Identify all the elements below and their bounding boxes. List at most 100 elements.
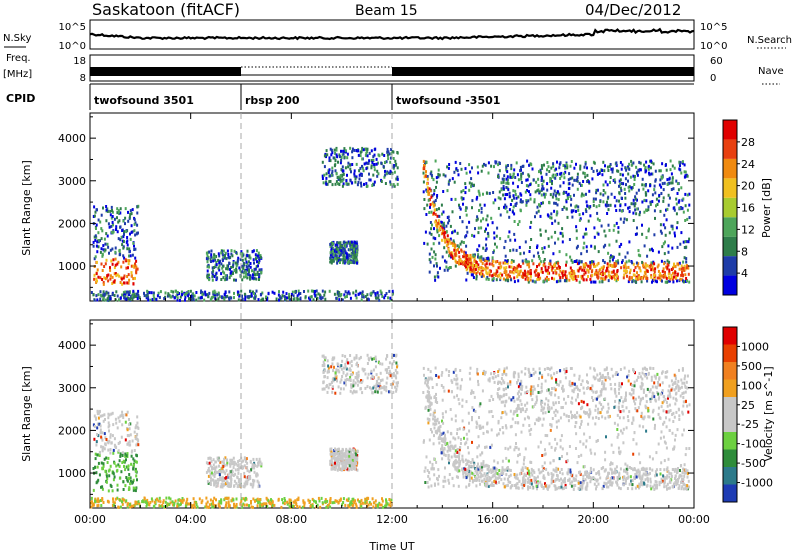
- velocity-cell: [441, 398, 444, 402]
- velocity-cell: [340, 364, 343, 368]
- power-cell: [118, 274, 121, 278]
- power-cell: [455, 167, 458, 171]
- power-cell: [520, 174, 523, 178]
- velocity-cell: [331, 362, 334, 366]
- power-cell: [504, 206, 507, 210]
- velocity-cell: [226, 480, 229, 484]
- velocity-cell: [578, 425, 581, 429]
- velocity-cell: [354, 467, 357, 471]
- power-cell: [676, 273, 679, 276]
- power-cell: [515, 248, 518, 252]
- power-cell: [628, 259, 631, 263]
- power-cell: [329, 253, 332, 257]
- power-cell: [353, 247, 355, 251]
- power-cell: [570, 258, 573, 262]
- power-cell: [386, 150, 389, 154]
- velocity-cell: [335, 375, 338, 379]
- velocity-cell: [135, 435, 138, 439]
- velocity-cell: [370, 376, 373, 380]
- velocity-cell: [118, 419, 121, 423]
- power-cell: [346, 152, 349, 156]
- power-cell: [622, 220, 625, 224]
- power-cell: [640, 280, 643, 284]
- power-cell: [554, 230, 557, 234]
- power-cell: [565, 260, 568, 264]
- velocity-cell: [430, 396, 432, 400]
- power-cell: [255, 273, 258, 276]
- power-cell: [505, 186, 508, 189]
- noise-left-label: N.Sky: [3, 33, 31, 44]
- power-cell: [122, 260, 125, 264]
- power-cell: [444, 259, 446, 263]
- power-cell: [564, 279, 566, 283]
- power-cell: [576, 244, 579, 248]
- power-cell: [562, 191, 565, 195]
- velocity-cell: [341, 359, 344, 363]
- power-cell: [597, 232, 600, 236]
- power-cell: [337, 160, 339, 164]
- power-cell: [470, 263, 473, 267]
- power-cell: [477, 231, 480, 235]
- power-cell: [466, 230, 469, 234]
- power-cell: [235, 278, 237, 282]
- velocity-cell: [557, 383, 560, 387]
- velocity-cell: [585, 439, 588, 443]
- velocity-cell: [377, 377, 380, 381]
- velocity-cell: [327, 364, 330, 368]
- velocity-cell: [335, 464, 338, 467]
- velocity-cell: [130, 450, 133, 454]
- velocity-cell: [96, 465, 99, 469]
- power-cell: [626, 251, 629, 255]
- velocity-cell: [557, 467, 560, 471]
- power-cell: [583, 265, 586, 269]
- power-cell: [656, 265, 659, 269]
- power-cell: [635, 275, 638, 279]
- power-cell: [541, 247, 544, 250]
- power-cell: [515, 161, 518, 165]
- velocity-cell: [565, 367, 568, 371]
- velocity-cell: [603, 481, 606, 485]
- power-cell: [506, 170, 509, 174]
- power-cell: [633, 269, 636, 273]
- power-cell: [477, 253, 480, 257]
- power-cell: [636, 226, 638, 230]
- freq-bars: [90, 66, 694, 76]
- power-cell: [621, 163, 624, 167]
- power-cell: [367, 297, 370, 301]
- velocity-cell: [632, 438, 635, 442]
- power-cell: [495, 271, 498, 275]
- velocity-cell: [135, 453, 138, 457]
- power-cell: [590, 166, 593, 170]
- power-cell: [540, 175, 543, 179]
- velocity-cell: [125, 454, 128, 458]
- velocity-cell: [548, 367, 551, 371]
- velocity-cell: [434, 483, 436, 487]
- power-cell: [446, 165, 449, 169]
- power-cell: [627, 280, 630, 284]
- velocity-cell: [559, 416, 562, 420]
- power-cell: [538, 263, 540, 267]
- power-cell: [448, 250, 451, 254]
- power-cell: [339, 261, 341, 264]
- power-cell: [343, 247, 346, 251]
- power-cell: [373, 163, 376, 166]
- power-cell: [250, 294, 253, 298]
- power-cell: [120, 235, 123, 239]
- power-cell: [562, 164, 565, 167]
- velocity-cell: [135, 460, 138, 464]
- power-cell: [103, 265, 106, 268]
- velocity-cell: [385, 357, 388, 361]
- velocity-cell: [342, 464, 345, 468]
- power-cell: [380, 180, 383, 183]
- power-cell: [346, 156, 349, 160]
- power-cell: [543, 261, 546, 265]
- power-cell: [672, 280, 675, 284]
- velocity-cell: [601, 380, 604, 384]
- power-cell: [107, 273, 110, 277]
- power-cell: [609, 256, 612, 260]
- power-cell: [173, 296, 176, 300]
- power-cell: [598, 269, 601, 272]
- power-cell: [525, 200, 528, 204]
- power-cell: [458, 259, 461, 263]
- power-cell: [458, 206, 461, 209]
